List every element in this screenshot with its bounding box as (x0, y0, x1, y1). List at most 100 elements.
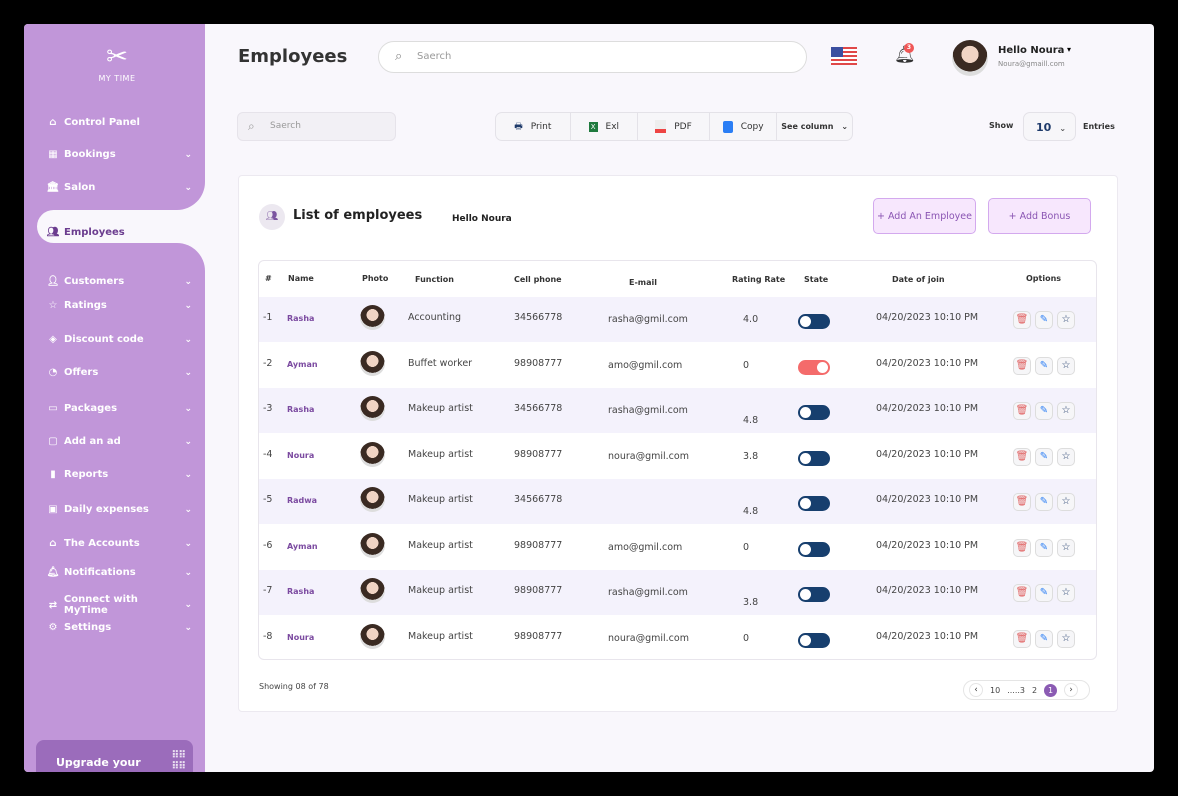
delete-icon[interactable]: 🗑︎ (1013, 584, 1031, 602)
star-icon[interactable]: ☆ (1057, 402, 1075, 420)
name-cell[interactable]: Rasha (287, 405, 315, 414)
search-input[interactable]: ⌕ Saerch (378, 41, 807, 73)
page-10[interactable]: 10 (990, 685, 1001, 695)
edit-icon[interactable]: ✎ (1035, 629, 1053, 648)
delete-icon[interactable]: 🗑︎ (1013, 629, 1031, 648)
delete-icon[interactable]: 🗑︎ (1013, 538, 1031, 557)
star-icon[interactable]: ☆ (1057, 356, 1075, 375)
chevron-down-icon: ⌄ (184, 334, 192, 345)
edit-icon[interactable]: ✎ (1035, 356, 1053, 375)
list-title: List of employees (293, 208, 423, 223)
column-header[interactable]: Options (1026, 274, 1062, 283)
name-cell[interactable]: Noura (287, 632, 315, 642)
sidebar-item-daily-expenses[interactable]: ▣ Daily expenses ⌄ (46, 504, 192, 515)
state-toggle[interactable] (798, 541, 830, 557)
next-page-icon[interactable]: › (1064, 683, 1079, 697)
page-3[interactable]: .....3 (1007, 685, 1025, 695)
name-cell[interactable]: Noura (287, 450, 315, 460)
sidebar-item-ratings[interactable]: ☆ Ratings ⌄ (46, 300, 192, 311)
name-cell[interactable]: Radwa (287, 496, 318, 505)
ad-icon: ▢ (48, 436, 58, 447)
edit-icon[interactable]: ✎ (1035, 584, 1053, 602)
sidebar-item-customers[interactable]: 👤︎ Customers ⌄ (46, 276, 192, 287)
gear-icon: ⚙ (48, 622, 58, 633)
see-column-dropdown[interactable]: See column ⌄ (781, 122, 849, 131)
delete-icon[interactable]: 🗑︎ (1013, 311, 1031, 329)
user-name[interactable]: Hello Noura (998, 45, 1065, 56)
row-number: -5 (263, 494, 273, 505)
edit-icon[interactable]: ✎ (1035, 311, 1053, 329)
sidebar-item-notifications[interactable]: 🔔︎ Notifications ⌄ (46, 567, 192, 578)
state-toggle[interactable] (798, 632, 830, 648)
star-icon[interactable]: ☆ (1057, 447, 1075, 466)
sidebar-item-the-accounts[interactable]: ⌂ The Accounts ⌄ (46, 538, 192, 549)
edit-icon[interactable]: ✎ (1035, 538, 1053, 557)
add-employee-button[interactable]: + Add An Employee (873, 198, 976, 234)
edit-icon[interactable]: ✎ (1035, 493, 1053, 511)
star-icon[interactable]: ☆ (1057, 311, 1075, 329)
state-toggle[interactable] (798, 450, 830, 466)
sidebar-item-label: Notifications (64, 567, 136, 578)
column-header[interactable]: # (265, 274, 272, 283)
page-1[interactable]: 1 (1044, 683, 1058, 697)
chevron-down-icon: ⌄ (184, 149, 192, 160)
column-header[interactable]: E-mail (629, 278, 658, 287)
star-icon[interactable]: ☆ (1057, 538, 1075, 557)
state-toggle[interactable] (798, 496, 830, 511)
row-options: 🗑︎ ✎ ☆ (1013, 402, 1075, 420)
table-search-input[interactable]: ⌕ Saerch (237, 112, 396, 141)
delete-icon[interactable]: 🗑︎ (1013, 447, 1031, 466)
star-icon[interactable]: ☆ (1057, 584, 1075, 602)
name-cell[interactable]: Ayman (287, 541, 318, 551)
bell-icon[interactable]: 🔔︎ 3 (894, 43, 916, 65)
column-header[interactable]: Name (288, 274, 314, 283)
copy-button[interactable]: Copy (710, 113, 778, 140)
delete-icon[interactable]: 🗑︎ (1013, 402, 1031, 420)
rating-cell: 0 (743, 541, 750, 553)
star-icon[interactable]: ☆ (1057, 629, 1075, 648)
name-cell[interactable]: Rasha (287, 314, 315, 323)
home-icon: ⌂ (49, 117, 57, 128)
delete-icon[interactable]: 🗑︎ (1013, 493, 1031, 511)
edit-icon[interactable]: ✎ (1035, 402, 1053, 420)
sidebar-item-salon[interactable]: 🏛︎ Salon ⌄ (46, 182, 192, 193)
edit-icon[interactable]: ✎ (1035, 447, 1053, 466)
sidebar-item-settings[interactable]: ⚙ Settings ⌄ (46, 622, 192, 633)
sidebar-item-connect-with-mytime[interactable]: ⇄ Connect with MyTime ⌄ (46, 594, 192, 616)
sidebar-item-bookings[interactable]: ▦ Bookings ⌄ (46, 149, 192, 160)
column-header[interactable]: Date of join (892, 275, 945, 284)
us-flag-icon[interactable] (831, 47, 857, 65)
column-header[interactable]: Cell phone (514, 275, 562, 284)
sidebar-item-reports[interactable]: ▮ Reports ⌄ (46, 469, 192, 480)
prev-page-icon[interactable]: ‹ (969, 683, 983, 697)
sidebar-item-packages[interactable]: ▭ Packages ⌄ (46, 403, 192, 414)
tag-icon: ◈ (49, 334, 57, 345)
state-toggle[interactable] (798, 314, 830, 329)
sidebar-item-add-an-ad[interactable]: ▢ Add an ad ⌄ (46, 436, 192, 447)
sidebar-item-offers[interactable]: ◔ Offers ⌄ (46, 367, 192, 378)
name-cell[interactable]: Ayman (287, 359, 318, 369)
column-header[interactable]: Function (415, 275, 454, 284)
star-icon[interactable]: ☆ (1057, 493, 1075, 511)
entries-select[interactable]: 10 ⌄ (1023, 112, 1076, 141)
state-toggle[interactable] (798, 405, 830, 420)
excel-button[interactable]: X Exl (571, 113, 639, 140)
state-toggle[interactable] (798, 359, 830, 375)
column-header[interactable]: State (804, 275, 829, 284)
delete-icon[interactable]: 🗑︎ (1013, 356, 1031, 375)
column-header[interactable]: Rating Rate (732, 275, 786, 284)
chevron-down-icon[interactable]: ▾ (1067, 45, 1072, 54)
add-bonus-button[interactable]: + Add Bonus (988, 198, 1091, 234)
pdf-button[interactable]: PDF (638, 113, 710, 140)
upgrade-banner[interactable]: Upgrade your ⠿⠿ ⠿⠿ (36, 740, 193, 772)
avatar[interactable] (952, 40, 988, 76)
print-button[interactable]: 🖶 Print (496, 113, 571, 140)
state-toggle[interactable] (798, 587, 830, 602)
name-cell[interactable]: Rasha (287, 587, 315, 596)
sidebar-item-discount-code[interactable]: ◈ Discount code ⌄ (46, 334, 192, 345)
sidebar-item-control-panel[interactable]: ⌂ Control Panel (46, 117, 192, 128)
date-cell: 04/20/2023 10:10 PM (876, 585, 979, 596)
sidebar-item-employees[interactable]: 👥︎ Employees (46, 227, 192, 238)
column-header[interactable]: Photo (362, 274, 389, 283)
page-2[interactable]: 2 (1032, 685, 1038, 695)
